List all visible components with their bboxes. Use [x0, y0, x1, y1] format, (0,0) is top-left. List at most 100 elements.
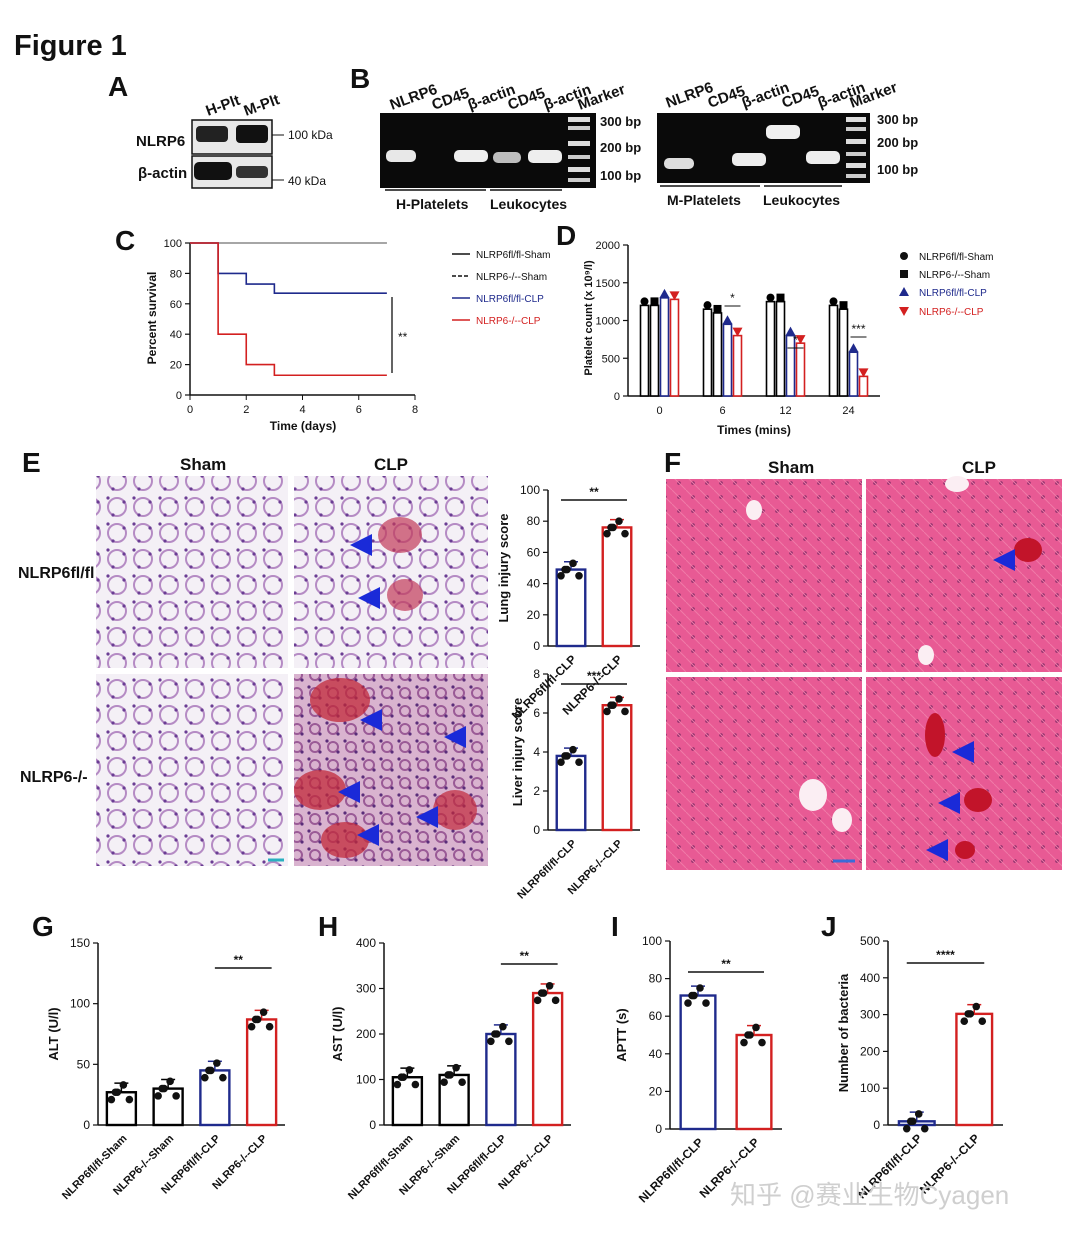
bar	[679, 994, 717, 1131]
data-point	[752, 1023, 760, 1032]
data-point	[829, 297, 838, 306]
y-tick-label: 400	[356, 936, 376, 950]
y-tick-label: 300	[356, 982, 376, 996]
data-point	[659, 288, 670, 298]
data-point	[119, 1081, 128, 1089]
alt-chart: 050100150NLRP6fl/fl-ShamNLRP6-/--ShamNLR…	[46, 936, 285, 1202]
x-tick-label: 12	[779, 405, 791, 417]
legend-label: NLRP6-/--Sham	[476, 272, 547, 283]
bp-label: 300 bp	[877, 112, 918, 127]
significance-mark: ***	[587, 669, 601, 683]
data-point	[900, 252, 908, 260]
data-point	[758, 1038, 766, 1047]
significance-mark: *	[793, 333, 798, 347]
group-leukocytes-right: Leukocytes	[763, 192, 840, 208]
data-point	[575, 572, 583, 580]
data-point	[688, 991, 696, 1000]
y-tick-label: 20	[649, 1084, 663, 1098]
data-point	[740, 1038, 748, 1047]
y-tick-label: 1500	[596, 278, 620, 290]
significance-mark: ***	[851, 322, 865, 336]
y-tick-label: 80	[649, 972, 663, 986]
bar	[601, 526, 633, 648]
group-m-platelets: M-Platelets	[667, 192, 741, 208]
data-point	[902, 1124, 911, 1133]
y-tick-label: 40	[527, 577, 541, 591]
legend-label: NLRP6-/--Sham	[919, 270, 990, 281]
data-point	[964, 1010, 973, 1018]
group-h-platelets: H-Platelets	[396, 196, 469, 212]
bar	[712, 312, 723, 397]
bar	[955, 1012, 994, 1127]
gel-right	[657, 113, 870, 183]
data-point	[411, 1080, 420, 1089]
data-point	[703, 301, 712, 310]
bp-label: 200 bp	[877, 135, 918, 150]
marker-40kda: 40 kDa	[288, 174, 326, 188]
y-tick-label: 100	[356, 1073, 376, 1087]
data-point	[505, 1037, 513, 1046]
x-tick-label: 0	[187, 404, 193, 416]
x-tick-label: 2	[243, 404, 249, 416]
x-tick-label: 6	[356, 404, 362, 416]
liver-arrowhead-icon	[926, 549, 1015, 861]
x-tick-label: 6	[719, 405, 725, 417]
data-point	[607, 523, 615, 532]
significance-mark: ****	[936, 948, 955, 962]
data-point	[900, 270, 908, 278]
data-point	[858, 368, 869, 378]
bar	[485, 1032, 517, 1127]
data-point	[440, 1078, 448, 1087]
data-point	[393, 1080, 402, 1089]
data-point	[247, 1022, 256, 1031]
x-tick-label: 24	[842, 405, 854, 417]
row-label-beta-actin: β-actin	[138, 165, 187, 182]
data-point	[251, 1015, 260, 1024]
bar	[838, 308, 849, 397]
y-axis-label: Number of bacteria	[836, 973, 851, 1092]
data-point	[615, 517, 623, 525]
data-point	[776, 293, 785, 302]
y-tick-label: 100	[70, 997, 90, 1011]
data-point	[621, 529, 629, 538]
data-point	[650, 297, 659, 306]
panel-letter-g: G	[32, 911, 54, 942]
data-point	[607, 701, 615, 709]
data-point	[172, 1092, 180, 1100]
bp-label: 100 bp	[600, 168, 641, 183]
data-point	[569, 559, 577, 568]
data-point	[259, 1008, 268, 1016]
data-point	[914, 1110, 923, 1118]
x-tick-label: NLRP6fl/fl-CLP	[636, 1135, 706, 1205]
bar	[735, 1033, 773, 1131]
data-point	[405, 1066, 414, 1074]
y-tick-label: 500	[860, 934, 880, 948]
data-point	[557, 758, 565, 766]
bacteria-chart: 0100200300400500NLRP6fl/fl-CLPNLRP6-/--C…	[836, 934, 1003, 1201]
data-point	[557, 572, 565, 580]
panel-letter-h: H	[318, 911, 338, 942]
bar	[732, 334, 743, 397]
y-axis-label: Liver injury score	[510, 698, 525, 806]
f-col-label-sham: Sham	[768, 458, 814, 477]
y-tick-label: 60	[527, 545, 541, 559]
x-tick-label: 8	[412, 404, 418, 416]
data-point	[545, 981, 554, 990]
f-col-label-clp: CLP	[962, 458, 996, 477]
y-axis-label: AST (U/l)	[330, 1007, 345, 1062]
data-point	[487, 1037, 495, 1046]
bar	[848, 351, 859, 397]
series-line	[190, 242, 387, 294]
y-tick-label: 2000	[596, 240, 620, 252]
arrowhead-icon	[338, 534, 466, 846]
data-point	[621, 707, 629, 716]
data-point	[722, 315, 733, 325]
legend-label: NLRP6fl/fl-Sham	[919, 252, 993, 263]
data-point	[713, 304, 722, 313]
bar	[659, 297, 670, 397]
y-axis-label: Platelet count (x 10⁹/l)	[583, 260, 595, 376]
data-point	[978, 1017, 987, 1026]
data-point	[839, 301, 848, 310]
